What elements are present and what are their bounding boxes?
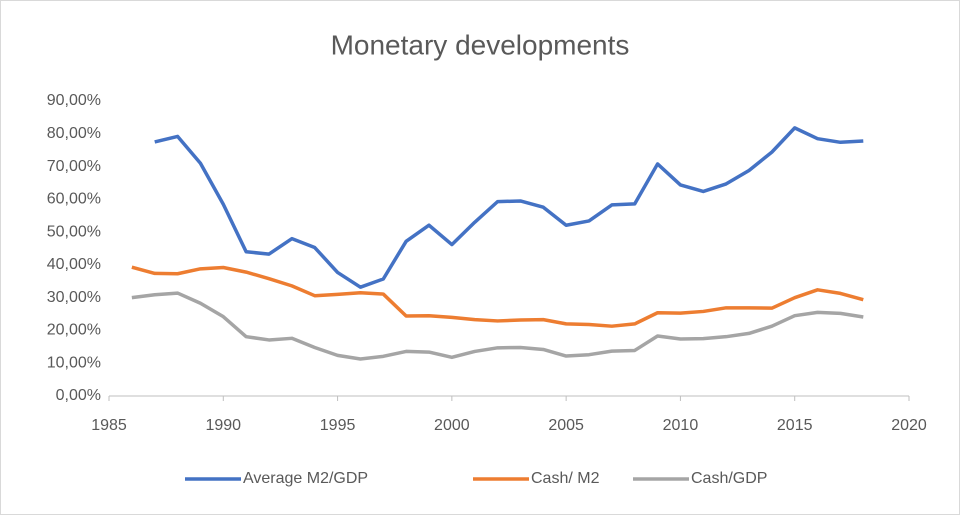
x-tick-label: 2010: [663, 417, 699, 434]
line: [154, 126, 864, 289]
line: [131, 291, 864, 361]
x-tick-label: 2000: [434, 417, 470, 434]
y-tick-label: 90,00%: [47, 92, 101, 109]
x-tick-label: 1985: [91, 417, 127, 434]
y-tick-label: 70,00%: [47, 158, 101, 175]
legend-label: Average M2/GDP: [243, 470, 368, 487]
x-tick-label: 1995: [320, 417, 356, 434]
y-tick-label: 20,00%: [47, 322, 101, 339]
y-tick-label: 60,00%: [47, 191, 101, 208]
x-tick-label: 2005: [548, 417, 584, 434]
legend-label: Cash/ M2: [531, 470, 600, 487]
y-tick-label: 10,00%: [47, 354, 101, 371]
x-tick-label: 2015: [777, 417, 813, 434]
x-tick-label: 2020: [891, 417, 927, 434]
x-tick-label: 1990: [205, 417, 241, 434]
chart-title: Monetary developments: [331, 29, 630, 60]
line: [131, 265, 864, 328]
y-tick-label: 30,00%: [47, 289, 101, 306]
y-tick-label: 40,00%: [47, 256, 101, 273]
y-tick-label: 50,00%: [47, 223, 101, 240]
y-tick-label: 80,00%: [47, 125, 101, 142]
y-tick-label: 0,00%: [56, 387, 101, 404]
legend-label: Cash/GDP: [691, 470, 767, 487]
